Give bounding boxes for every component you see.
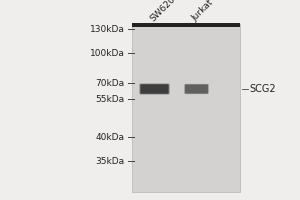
FancyBboxPatch shape [184, 84, 209, 94]
Bar [132, 23, 240, 27]
FancyBboxPatch shape [140, 84, 169, 94]
FancyBboxPatch shape [184, 84, 208, 94]
Text: SCG2: SCG2 [249, 84, 276, 94]
Text: 100kDa: 100kDa [90, 48, 124, 58]
FancyBboxPatch shape [139, 83, 170, 95]
Text: 35kDa: 35kDa [95, 156, 124, 166]
Text: Jurkat: Jurkat [190, 0, 215, 23]
FancyBboxPatch shape [184, 84, 209, 94]
FancyBboxPatch shape [140, 84, 169, 94]
Text: 55kDa: 55kDa [95, 95, 124, 104]
FancyBboxPatch shape [140, 84, 169, 94]
FancyBboxPatch shape [140, 84, 169, 94]
FancyBboxPatch shape [185, 85, 208, 93]
FancyBboxPatch shape [141, 85, 168, 93]
FancyBboxPatch shape [184, 84, 208, 94]
FancyBboxPatch shape [140, 84, 169, 94]
FancyBboxPatch shape [140, 84, 169, 94]
FancyBboxPatch shape [139, 83, 170, 95]
FancyBboxPatch shape [185, 84, 208, 94]
FancyBboxPatch shape [184, 84, 209, 94]
FancyBboxPatch shape [184, 84, 208, 94]
FancyBboxPatch shape [140, 84, 169, 94]
FancyBboxPatch shape [185, 84, 208, 94]
Text: 130kDa: 130kDa [90, 24, 124, 33]
Bar [132, 24, 240, 192]
Text: SW620: SW620 [148, 0, 177, 23]
Text: 40kDa: 40kDa [95, 132, 124, 142]
FancyBboxPatch shape [184, 84, 208, 94]
Text: 70kDa: 70kDa [95, 78, 124, 88]
FancyBboxPatch shape [140, 84, 169, 94]
FancyBboxPatch shape [140, 84, 169, 94]
FancyBboxPatch shape [140, 84, 169, 94]
